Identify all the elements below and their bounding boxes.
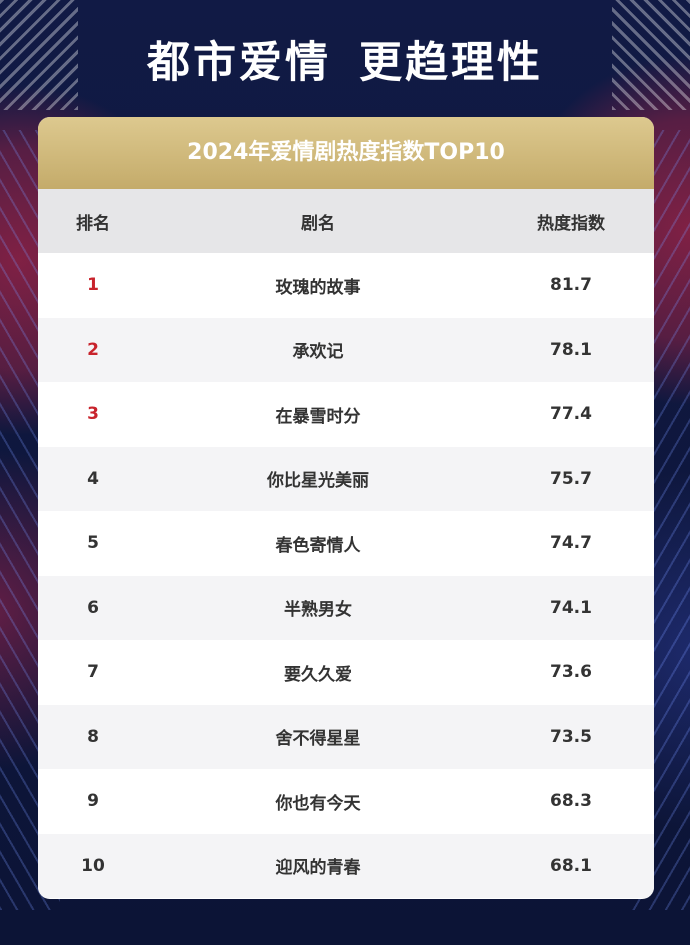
drama-name-cell: 承欢记 xyxy=(292,342,344,363)
headline-part-1: 都市爱情 xyxy=(147,38,331,88)
drama-name-cell: 你比星光美丽 xyxy=(267,471,369,492)
header-score: 热度指数 xyxy=(537,213,605,234)
heat-index-cell: 68.3 xyxy=(550,791,592,812)
page-headline: 都市爱情 更趋理性 xyxy=(0,28,690,90)
rank-cell: 2 xyxy=(87,339,99,360)
table-row: 7 要久久爱 73.6 xyxy=(38,640,654,705)
heat-index-cell: 73.5 xyxy=(550,726,592,747)
table-row: 2 承欢记 78.1 xyxy=(38,317,654,382)
rank-cell: 5 xyxy=(87,533,99,554)
heat-index-cell: 74.7 xyxy=(550,533,592,554)
table-row: 3 在暴雪时分 77.4 xyxy=(38,382,654,447)
drama-name-cell: 要久久爱 xyxy=(284,664,352,685)
header-name: 剧名 xyxy=(301,213,335,234)
table-row: 5 春色寄情人 74.7 xyxy=(38,511,654,576)
headline-part-2: 更趋理性 xyxy=(359,38,543,88)
table-row: 9 你也有今天 68.3 xyxy=(38,769,654,834)
decorative-stripes-right xyxy=(612,0,690,110)
table-row: 4 你比星光美丽 75.7 xyxy=(38,446,654,511)
heat-index-cell: 78.1 xyxy=(550,339,592,360)
drama-name-cell: 迎风的青春 xyxy=(275,858,361,879)
table-title: 2024年爱情剧热度指数TOP10 xyxy=(38,117,654,189)
rank-cell: 7 xyxy=(87,662,99,683)
rank-cell: 6 xyxy=(87,597,99,618)
table-header: 排名 剧名 热度指数 xyxy=(38,189,654,253)
heat-index-cell: 68.1 xyxy=(550,855,592,876)
table-row: 8 舍不得星星 73.5 xyxy=(38,704,654,769)
decorative-stripes-left xyxy=(0,0,78,110)
rank-cell: 8 xyxy=(87,726,99,747)
drama-name-cell: 玫瑰的故事 xyxy=(275,277,361,298)
drama-name-cell: 在暴雪时分 xyxy=(275,406,361,427)
drama-name-cell: 你也有今天 xyxy=(275,793,361,814)
table-body: 1 玫瑰的故事 81.7 2 承欢记 78.1 3 在暴雪时分 77.4 4 你比星光美丽 75.7 5… xyxy=(38,253,654,898)
drama-name-cell: 舍不得星星 xyxy=(275,729,361,750)
drama-name-cell: 半熟男女 xyxy=(284,600,352,621)
heat-index-cell: 81.7 xyxy=(550,275,592,296)
ranking-table-card: 2024年爱情剧热度指数TOP10 排名 剧名 热度指数 1 玫瑰的故事 81.7 2… xyxy=(38,117,654,899)
heat-index-cell: 73.6 xyxy=(550,662,592,683)
header-rank: 排名 xyxy=(76,213,110,234)
heat-index-cell: 77.4 xyxy=(550,404,592,425)
rank-cell: 4 xyxy=(87,468,99,489)
heat-index-cell: 74.1 xyxy=(550,597,592,618)
rank-cell: 9 xyxy=(87,791,99,812)
rank-cell: 3 xyxy=(87,404,99,425)
table-row: 1 玫瑰的故事 81.7 xyxy=(38,253,654,318)
heat-index-cell: 75.7 xyxy=(550,468,592,489)
table-row: 10 迎风的青春 68.1 xyxy=(38,833,654,898)
table-row: 6 半熟男女 74.1 xyxy=(38,575,654,640)
rank-cell: 1 xyxy=(87,275,99,296)
rank-cell: 10 xyxy=(81,855,105,876)
drama-name-cell: 春色寄情人 xyxy=(275,535,361,556)
